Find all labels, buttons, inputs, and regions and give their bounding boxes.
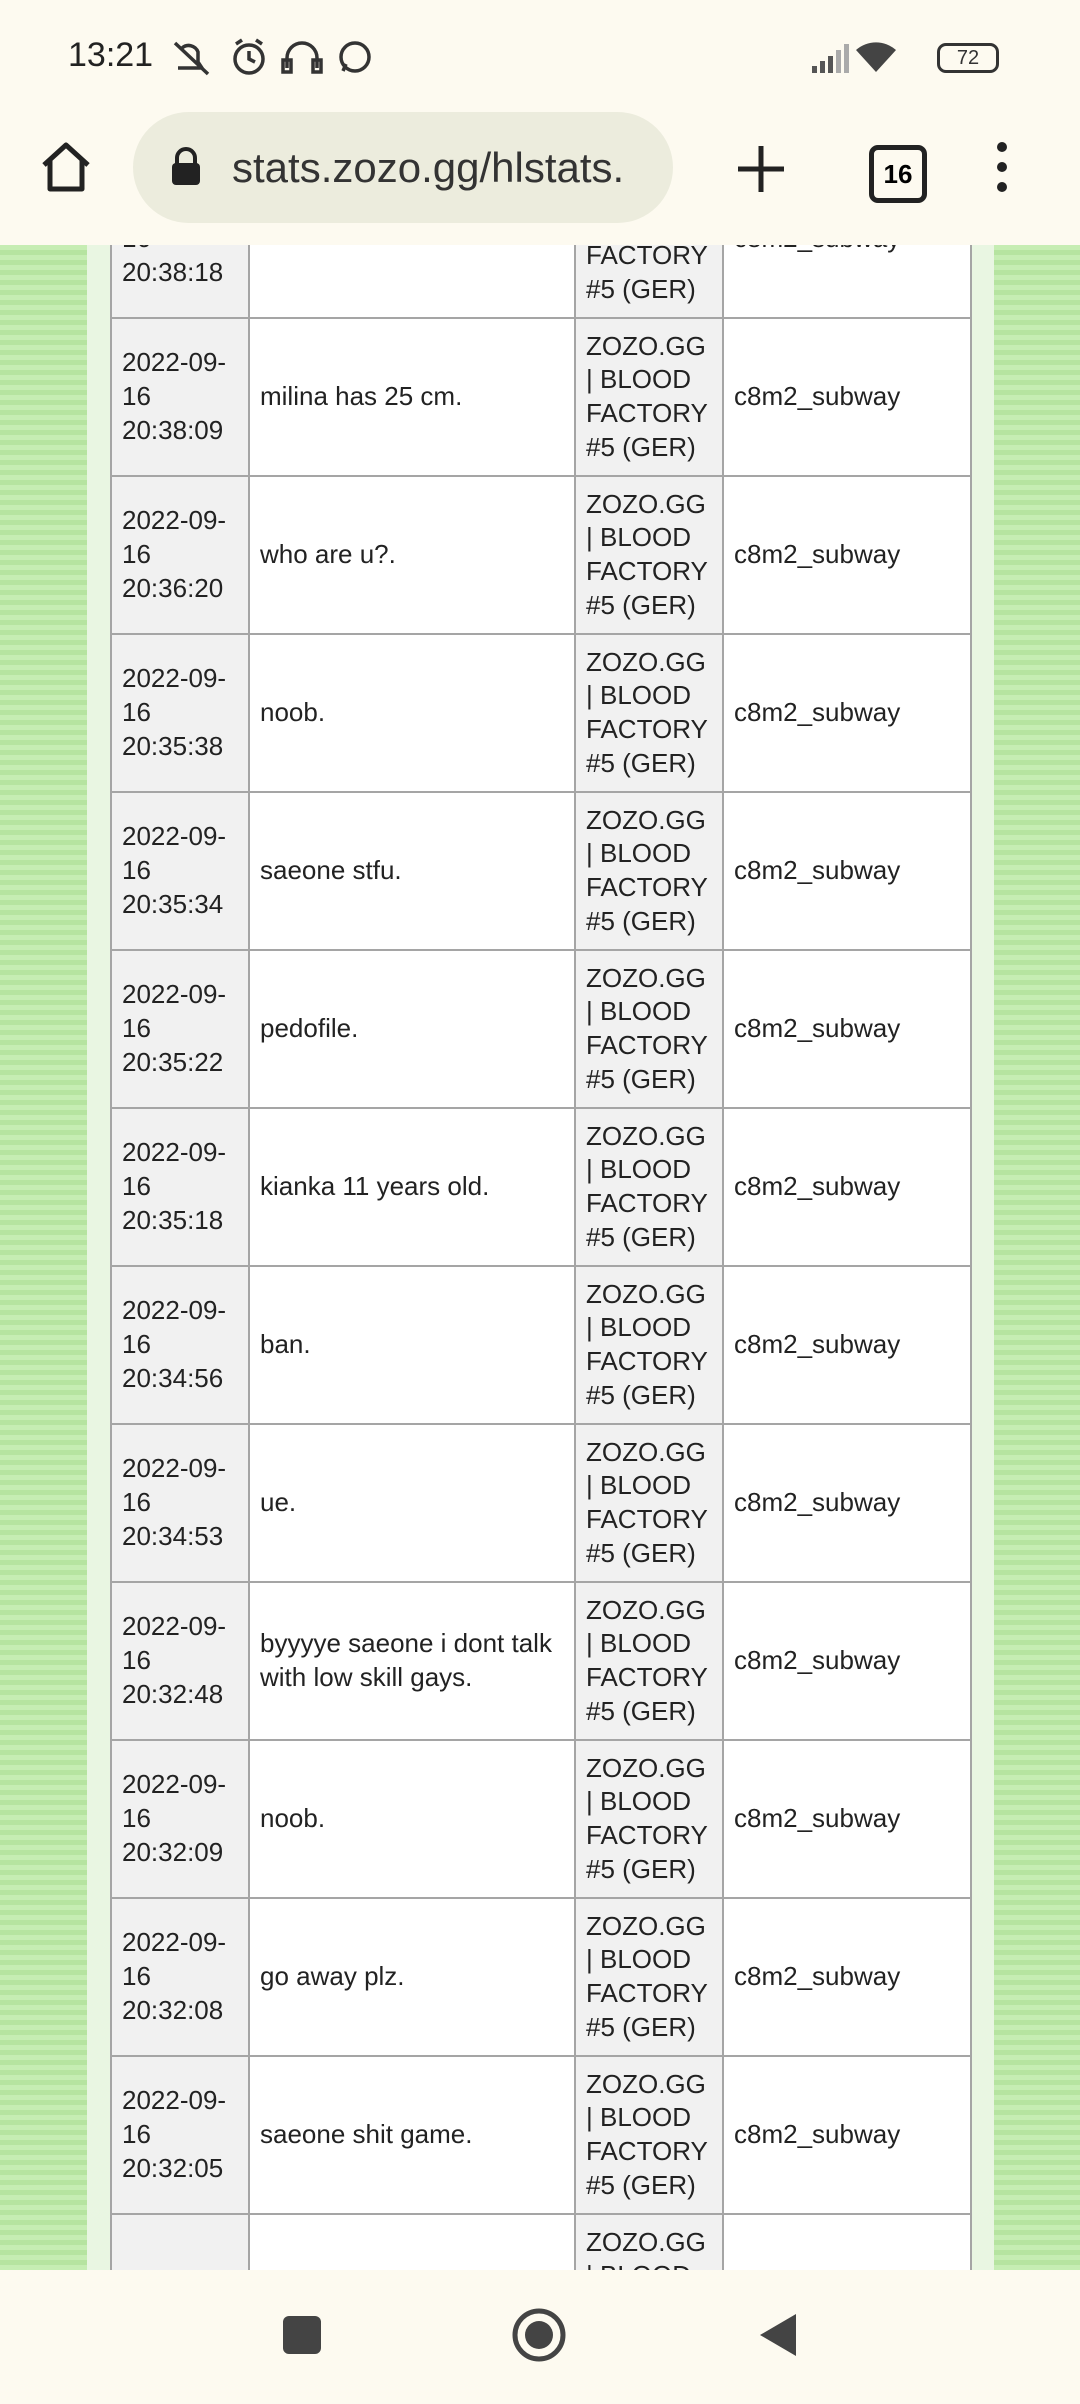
table-row: 2022-09-16 20:35:22 pedofile. ZOZO.GG | BL… [110,949,972,1109]
date-cell: 2022-09-16 20:34:53 [110,1423,250,1583]
menu-button[interactable] [990,137,1014,197]
server-cell: ZOZO.GG | BLOOD FACTORY #5 (GER) [574,2055,724,2215]
message-cell: saeone stfu. [248,791,576,951]
navigation-bar [0,2270,1080,2400]
server-cell: ZOZO.GG | BLOOD FACTORY #5 (GER) [574,317,724,477]
date-cell: 2022-09-16 20:35:22 [110,949,250,1109]
chat-log-table: 2022-09-16 20:38:18 ZOZO.GG | BLOOD FACTO… [110,245,972,2270]
table-row: ZOZO.GG | BLOOD FACTORY #5 (GER) [110,2213,972,2270]
server-cell: ZOZO.GG | BLOOD FACTORY #5 (GER) [574,791,724,951]
table-row: 2022-09-16 20:36:20 who are u?. ZOZO.GG | … [110,475,972,635]
message-cell [248,245,576,319]
recents-button[interactable] [283,2316,321,2354]
battery: 72 [937,43,999,73]
server-cell: ZOZO.GG | BLOOD FACTORY #5 (GER) [574,1423,724,1583]
server-cell: ZOZO.GG | BLOOD FACTORY #5 (GER) [574,1265,724,1425]
server-cell: ZOZO.GG | BLOOD FACTORY #5 (GER) [574,2213,724,2270]
server-cell: ZOZO.GG | BLOOD FACTORY #5 (GER) [574,1107,724,1267]
map-cell: c8m2_subway [722,633,972,793]
lock-icon [172,147,200,185]
date-cell [110,2213,250,2270]
address-bar[interactable]: stats.zozo.gg/hlstats. [133,112,673,223]
date-cell: 2022-09-16 20:35:38 [110,633,250,793]
date-cell: 2022-09-16 20:32:08 [110,1897,250,2057]
table-row: 2022-09-16 20:32:05 saeone shit game. ZOZO… [110,2055,972,2215]
server-cell: ZOZO.GG | BLOOD FACTORY #5 (GER) [574,1897,724,2057]
message-cell: pedofile. [248,949,576,1109]
server-cell: ZOZO.GG | BLOOD FACTORY #5 (GER) [574,245,724,319]
home-button[interactable] [36,137,96,197]
date-cell: 2022-09-16 20:32:09 [110,1739,250,1899]
table-row: 2022-09-16 20:32:48 byyyye saeone i dont … [110,1581,972,1741]
map-cell [722,2213,972,2270]
map-cell: c8m2_subway [722,2055,972,2215]
map-cell: c8m2_subway [722,475,972,635]
table-row: 2022-09-16 20:35:38 noob. ZOZO.GG | BLOOD … [110,633,972,793]
map-cell: c8m2_subway [722,1107,972,1267]
date-cell: 2022-09-16 20:35:18 [110,1107,250,1267]
table-row: 2022-09-16 20:32:09 noob. ZOZO.GG | BLOOD … [110,1739,972,1899]
url: stats.zozo.gg/hlstats. [232,144,625,191]
table-row: 2022-09-16 20:34:56 ban. ZOZO.GG | BLOOD F… [110,1265,972,1425]
clock: 13:21 [68,36,154,74]
browser-toolbar: stats.zozo.gg/hlstats. 16 [0,112,1080,245]
nav-buttons [283,2308,796,2362]
table-row: 2022-09-16 20:35:34 saeone stfu. ZOZO.GG |… [110,791,972,951]
table-row: 2022-09-16 20:38:09 milina has 25 cm. ZOZO… [110,317,972,477]
server-cell: ZOZO.GG | BLOOD FACTORY #5 (GER) [574,1581,724,1741]
message-cell: ban. [248,1265,576,1425]
table-row: 2022-09-16 20:34:53 ue. ZOZO.GG | BLOOD FA… [110,1423,972,1583]
tab-count[interactable]: 16 [869,145,927,203]
date-cell: 2022-09-16 20:38:09 [110,317,250,477]
map-cell: c8m2_subway [722,317,972,477]
message-cell: byyyye saeone i dont talk with low skill… [248,1581,576,1741]
map-cell: c8m2_subway [722,1423,972,1583]
message-cell: noob. [248,1739,576,1899]
status-icons [173,38,371,76]
server-cell: ZOZO.GG | BLOOD FACTORY #5 (GER) [574,475,724,635]
server-cell: ZOZO.GG | BLOOD FACTORY #5 (GER) [574,633,724,793]
map-cell: c8m2_subway [722,791,972,951]
home-nav-button[interactable] [512,2308,566,2362]
date-cell: 2022-09-16 20:32:05 [110,2055,250,2215]
date-cell: 2022-09-16 20:32:48 [110,1581,250,1741]
map-cell: c8m2_subway [722,1739,972,1899]
message-cell: go away plz. [248,1897,576,2057]
server-cell: ZOZO.GG | BLOOD FACTORY #5 (GER) [574,949,724,1109]
date-cell: 2022-09-16 20:34:56 [110,1265,250,1425]
map-cell: c8m2_subway [722,1897,972,2057]
map-cell: c8m2_subway [722,1581,972,1741]
signal-icons [812,42,896,73]
new-tab-button[interactable] [734,142,788,196]
back-button[interactable] [760,2314,796,2356]
date-cell: 2022-09-16 20:35:34 [110,791,250,951]
date-cell: 2022-09-16 20:36:20 [110,475,250,635]
message-cell: ue. [248,1423,576,1583]
message-cell: saeone shit game. [248,2055,576,2215]
server-cell: ZOZO.GG | BLOOD FACTORY #5 (GER) [574,1739,724,1899]
page-content: 2022-09-16 20:38:18 ZOZO.GG | BLOOD FACTO… [0,245,1080,2270]
message-cell: milina has 25 cm. [248,317,576,477]
message-cell: noob. [248,633,576,793]
table-row: 2022-09-16 20:38:18 ZOZO.GG | BLOOD FACTO… [110,245,972,319]
map-cell: c8m2_subway [722,949,972,1109]
status-bar: 13:21 72 [0,0,1080,115]
message-cell [248,2213,576,2270]
table-row: 2022-09-16 20:35:18 kianka 11 years old. Z… [110,1107,972,1267]
map-cell: c8m2_subway [722,1265,972,1425]
message-cell: who are u?. [248,475,576,635]
table-row: 2022-09-16 20:32:08 go away plz. ZOZO.GG |… [110,1897,972,2057]
date-cell: 2022-09-16 20:38:18 [110,245,250,319]
message-cell: kianka 11 years old. [248,1107,576,1267]
map-cell: c8m2_subway [722,245,972,319]
